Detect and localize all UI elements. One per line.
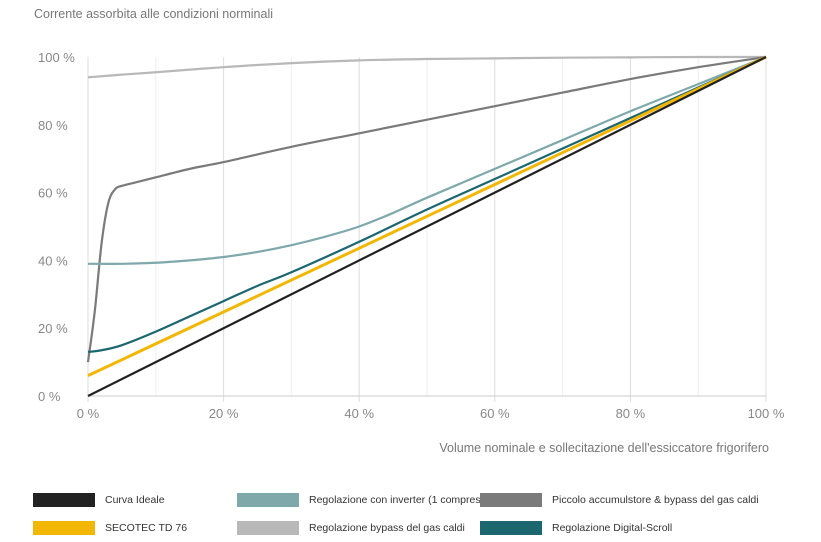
legend-label: Curva Ideale xyxy=(105,494,165,506)
y-tick-label: 40 % xyxy=(38,253,68,268)
legend-label: Regolazione bypass del gas caldi xyxy=(309,522,465,534)
legend-swatch xyxy=(237,493,299,507)
y-tick-label: 0 % xyxy=(38,389,61,404)
series-line-4 xyxy=(86,55,767,363)
y-tick-label: 60 % xyxy=(38,186,68,201)
legend-swatch xyxy=(33,493,95,507)
series-line-1 xyxy=(87,55,767,378)
x-tick-label: 0 % xyxy=(77,406,100,421)
y-tick-label: 80 % xyxy=(38,118,68,133)
series-line-2 xyxy=(87,55,767,265)
legend-item-accumulatore: Piccolo accumulstore & bypass del gas ca… xyxy=(480,493,759,507)
legend-swatch xyxy=(480,493,542,507)
legend-item-inverter: Regolazione con inverter (1 compressore) xyxy=(237,493,505,507)
legend-label: Regolazione Digital-Scroll xyxy=(552,522,673,534)
x-tick-label: 100 % xyxy=(748,406,785,421)
x-tick-label: 40 % xyxy=(344,406,374,421)
x-tick-label: 80 % xyxy=(616,406,646,421)
legend-label: SECOTEC TD 76 xyxy=(105,522,188,534)
series-line-0 xyxy=(87,56,767,397)
legend-swatch xyxy=(237,521,299,535)
legend-item-bypass: Regolazione bypass del gas caldi xyxy=(237,521,465,535)
legend-item-curva-ideale: Curva Ideale xyxy=(33,493,165,507)
legend-item-digital-scroll: Regolazione Digital-Scroll xyxy=(480,521,672,535)
x-tick-label: 60 % xyxy=(480,406,510,421)
x-axis-title: Volume nominale e sollecitazione dell'es… xyxy=(439,441,769,455)
legend-swatch xyxy=(33,521,95,535)
legend-label: Piccolo accumulstore & bypass del gas ca… xyxy=(552,494,759,506)
series-line-3 xyxy=(87,55,767,79)
legend-item-secotec: SECOTEC TD 76 xyxy=(33,521,187,535)
series-line-5 xyxy=(87,55,767,354)
y-axis-title: Corrente assorbita alle condizioni normi… xyxy=(34,7,274,21)
legend-label: Regolazione con inverter (1 compressore) xyxy=(309,494,505,506)
y-tick-label: 100 % xyxy=(38,50,75,65)
legend-swatch xyxy=(480,521,542,535)
x-tick-label: 20 % xyxy=(209,406,239,421)
y-tick-label: 20 % xyxy=(38,321,68,336)
